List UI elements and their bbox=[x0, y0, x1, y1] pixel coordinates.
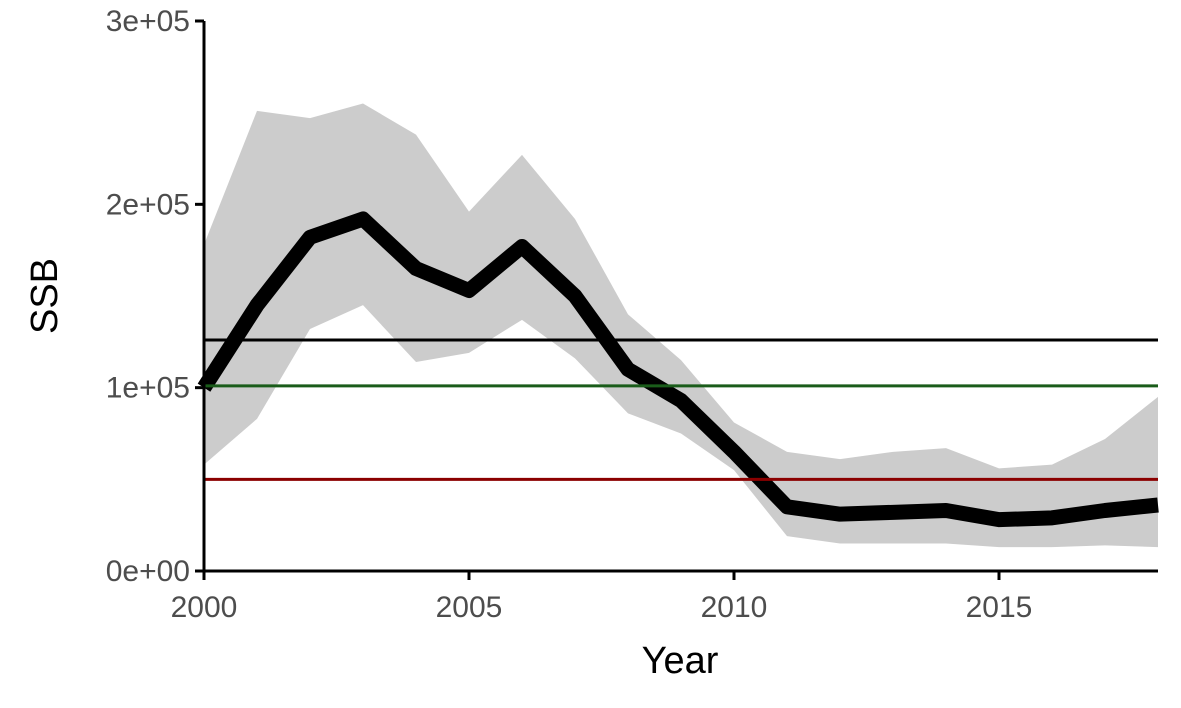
y-tick-label: 2e+05 bbox=[106, 188, 190, 221]
ssb-series-line bbox=[197, 211, 1159, 528]
series-line-layer bbox=[197, 211, 1159, 528]
y-axis-title: SSB bbox=[24, 258, 66, 334]
confidence-band-layer bbox=[204, 103, 1158, 548]
y-tick-label: 0e+00 bbox=[106, 555, 190, 588]
reference-lines-layer bbox=[204, 338, 1158, 481]
confidence-band bbox=[204, 103, 1158, 548]
x-tick-label: 2015 bbox=[966, 591, 1033, 624]
x-axis-title: Year bbox=[642, 640, 719, 682]
y-tick-label: 1e+05 bbox=[106, 372, 190, 405]
y-tick-label: 3e+05 bbox=[106, 5, 190, 38]
x-tick-label: 2000 bbox=[171, 591, 238, 624]
x-tick-label: 2005 bbox=[436, 591, 503, 624]
x-tick-label: 2010 bbox=[701, 591, 768, 624]
axes-layer: 0e+00 1e+05 2e+05 3e+05 2000 2005 2010 2015 bbox=[106, 5, 1158, 624]
